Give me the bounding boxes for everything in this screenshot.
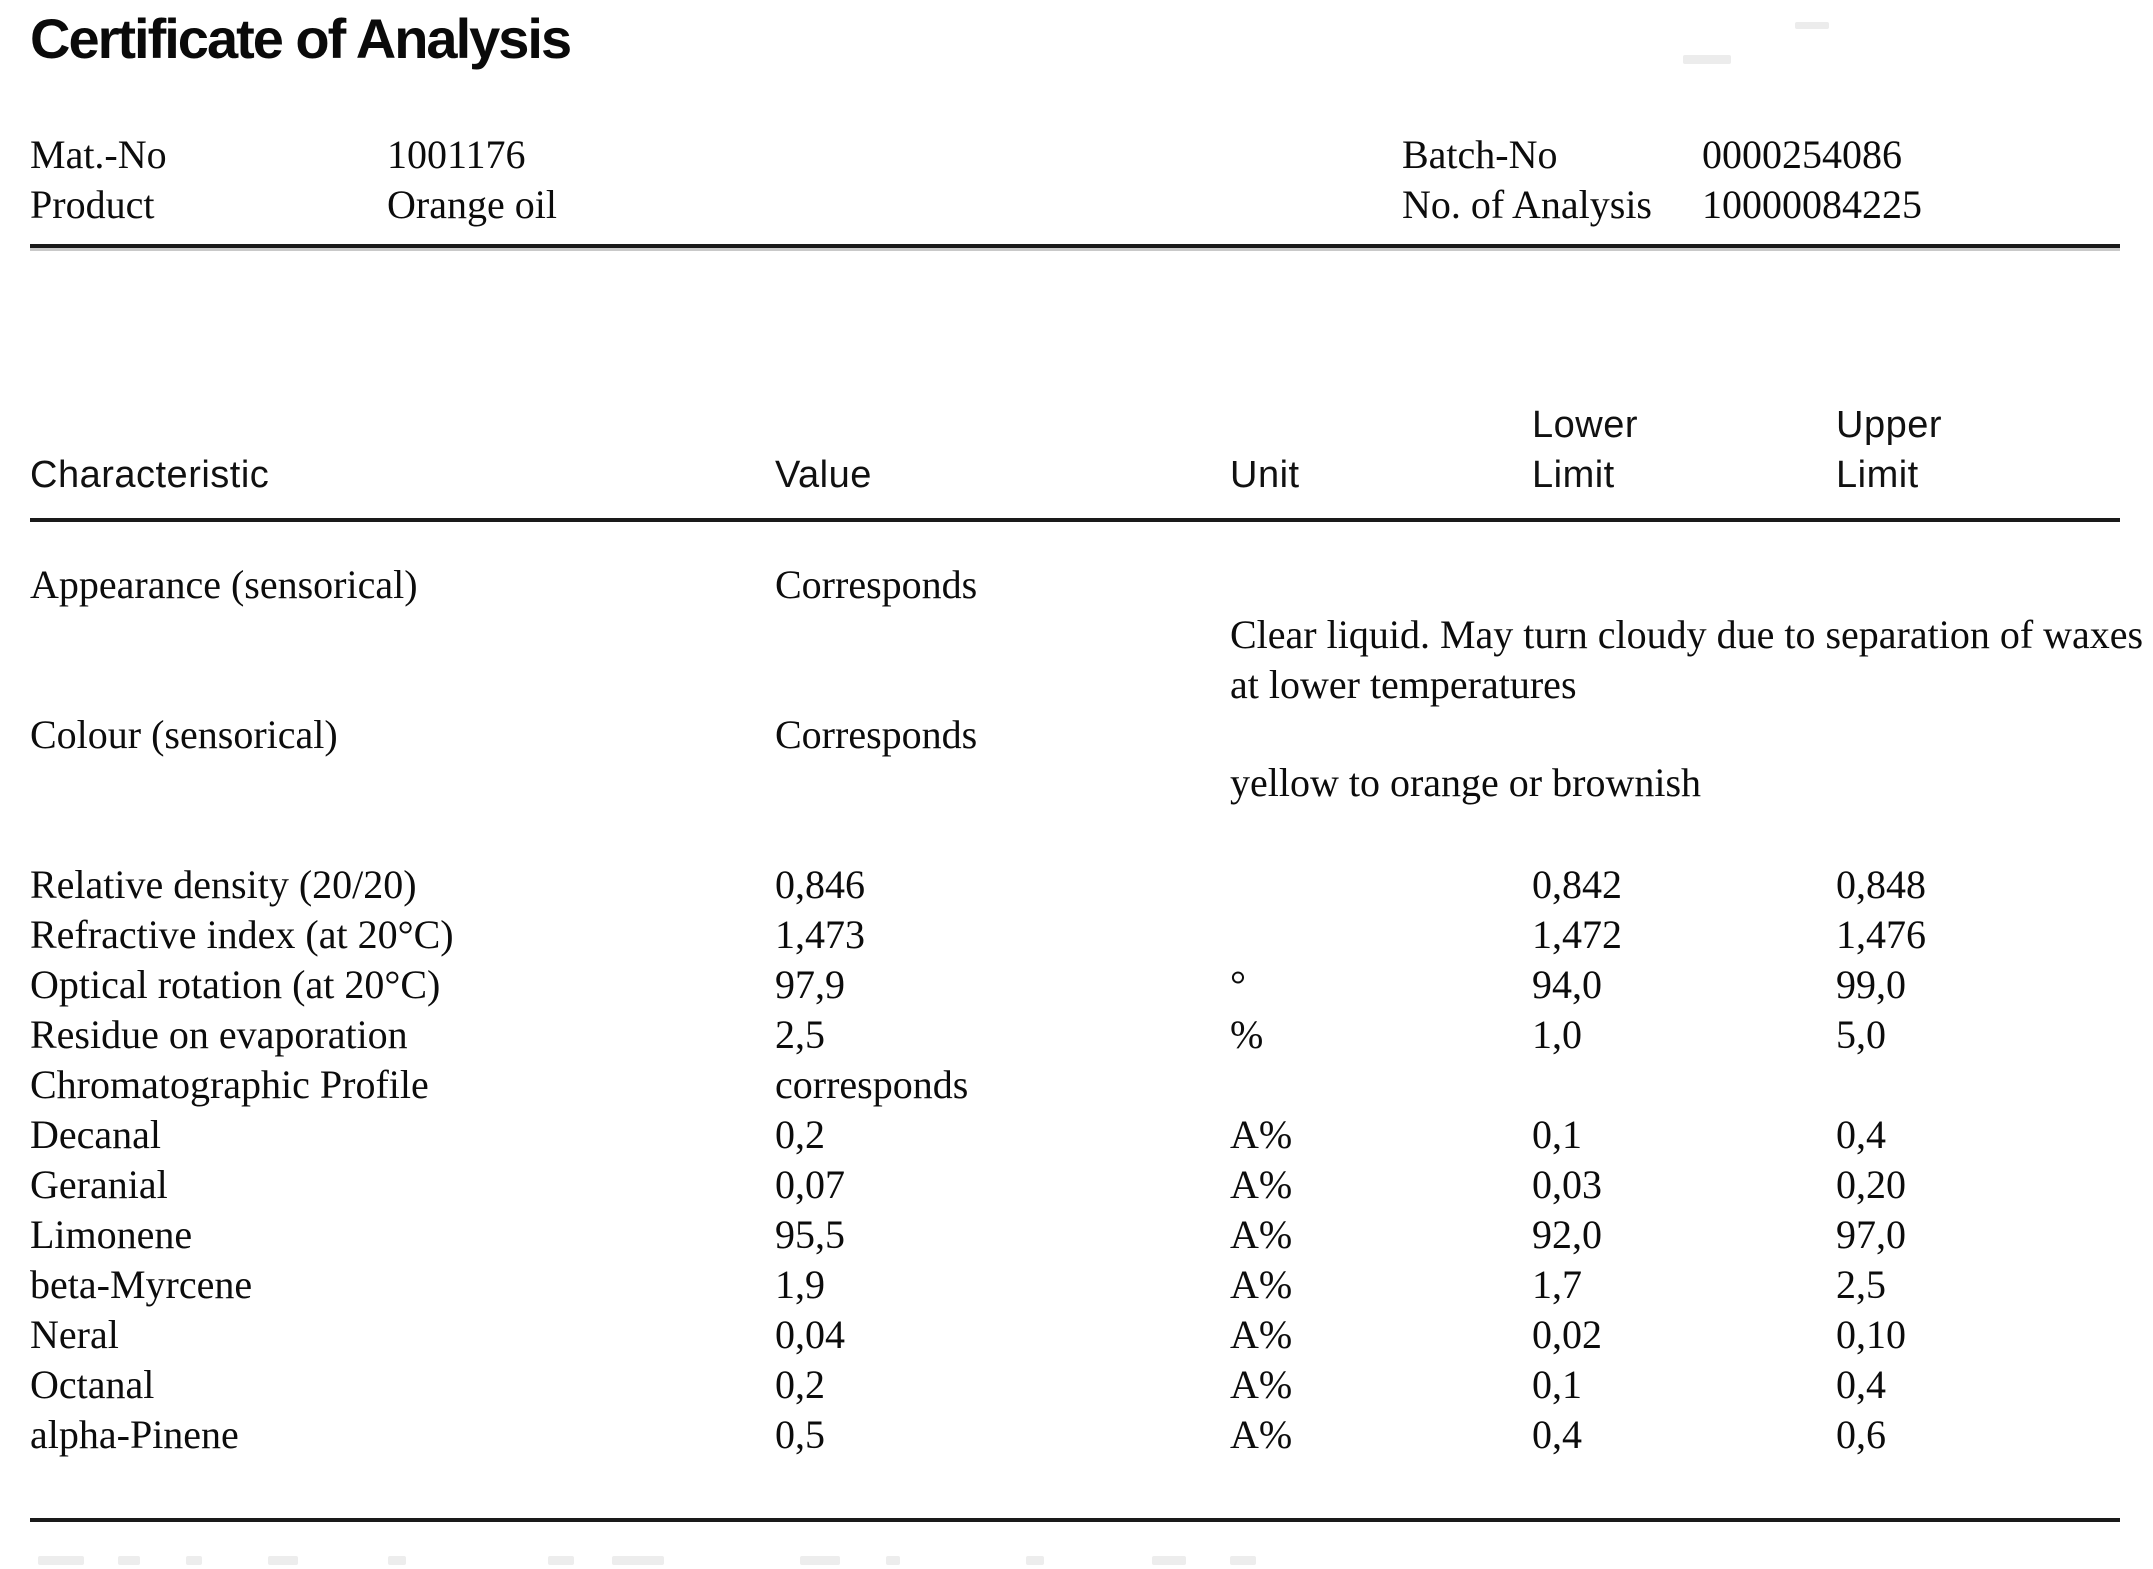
cell-unit: A% — [1230, 1162, 1293, 1207]
product-value: Orange oil — [387, 182, 557, 227]
cell-value: 0,04 — [775, 1312, 845, 1357]
cell-characteristic: beta-Myrcene — [30, 1262, 253, 1307]
table-row: Octanal 0,2 A% 0,1 0,4 — [0, 1360, 2153, 1410]
col-header-characteristic: Characteristic — [30, 454, 270, 496]
table-row-note: Clear liquid. May turn cloudy due to sep… — [0, 610, 2153, 710]
analysis-no-value: 10000084225 — [1702, 182, 1922, 227]
cell-upper-limit: 0,10 — [1836, 1312, 1906, 1357]
mat-no-label: Mat.-No — [30, 132, 167, 177]
cell-lower-limit: 0,1 — [1532, 1362, 1582, 1407]
footer-divider — [30, 1518, 2120, 1522]
cell-characteristic: Decanal — [30, 1112, 162, 1157]
table-row: Geranial 0,07 A% 0,03 0,20 — [0, 1160, 2153, 1210]
cutoff-text-artifact — [0, 1556, 2153, 1569]
table-row-note: yellow to orange or brownish — [0, 758, 2153, 808]
scan-smudge-artifact — [1795, 22, 1829, 29]
cell-upper-limit: 2,5 — [1836, 1262, 1886, 1307]
cell-characteristic: Geranial — [30, 1162, 168, 1207]
table-row: Optical rotation (at 20°C) 97,9 ° 94,0 9… — [0, 960, 2153, 1010]
cell-upper-limit: 1,476 — [1836, 912, 1926, 957]
table-row: Refractive index (at 20°C) 1,473 1,472 1… — [0, 910, 2153, 960]
cell-unit: A% — [1230, 1112, 1293, 1157]
cell-characteristic: Appearance (sensorical) — [30, 562, 418, 607]
cell-unit: % — [1230, 1012, 1264, 1057]
cell-unit: A% — [1230, 1412, 1293, 1457]
table-row: Neral 0,04 A% 0,02 0,10 — [0, 1310, 2153, 1360]
cell-unit: A% — [1230, 1262, 1293, 1307]
cell-lower-limit: 1,7 — [1532, 1262, 1582, 1307]
mat-no-value: 1001176 — [387, 132, 526, 177]
cell-upper-limit: 0,20 — [1836, 1162, 1906, 1207]
table-header-divider — [30, 518, 2120, 522]
table-row: Residue on evaporation 2,5 % 1,0 5,0 — [0, 1010, 2153, 1060]
cell-value: 0,5 — [775, 1412, 825, 1457]
cell-characteristic: Limonene — [30, 1212, 193, 1257]
cell-characteristic: alpha-Pinene — [30, 1412, 239, 1457]
cell-value: Corresponds — [775, 712, 978, 757]
cell-lower-limit: 1,0 — [1532, 1012, 1582, 1057]
cell-value: Corresponds — [775, 562, 978, 607]
cell-upper-limit: 5,0 — [1836, 1012, 1886, 1057]
cell-value: 0,2 — [775, 1112, 825, 1157]
cell-lower-limit: 0,02 — [1532, 1312, 1602, 1357]
cell-upper-limit: 0,4 — [1836, 1112, 1886, 1157]
cell-upper-limit: 99,0 — [1836, 962, 1906, 1007]
col-header-lower-limit: Lower Limit — [1532, 404, 1638, 496]
cell-specification-note: Clear liquid. May turn cloudy due to sep… — [1230, 612, 2144, 707]
cell-value: 1,473 — [775, 912, 865, 957]
cell-value: 1,9 — [775, 1262, 825, 1307]
product-label: Product — [30, 182, 155, 227]
table-row: Colour (sensorical) Corresponds — [0, 710, 2153, 760]
table-row: Limonene 95,5 A% 92,0 97,0 — [0, 1210, 2153, 1260]
cell-lower-limit: 0,4 — [1532, 1412, 1582, 1457]
cell-value: corresponds — [775, 1062, 969, 1107]
cell-value: 97,9 — [775, 962, 845, 1007]
batch-no-label: Batch-No — [1402, 132, 1558, 177]
cell-lower-limit: 0,1 — [1532, 1112, 1582, 1157]
table-row: Appearance (sensorical) Corresponds — [0, 560, 2153, 610]
cell-characteristic: Colour (sensorical) — [30, 712, 338, 757]
cell-value: 0,2 — [775, 1362, 825, 1407]
col-header-value: Value — [775, 454, 872, 496]
table-row: beta-Myrcene 1,9 A% 1,7 2,5 — [0, 1260, 2153, 1310]
cell-characteristic: Octanal — [30, 1362, 155, 1407]
cell-upper-limit: 0,6 — [1836, 1412, 1886, 1457]
cell-upper-limit: 0,848 — [1836, 862, 1926, 907]
cell-characteristic: Relative density (20/20) — [30, 862, 417, 907]
cell-unit: A% — [1230, 1212, 1293, 1257]
cell-unit: ° — [1230, 962, 1246, 1007]
cell-characteristic: Residue on evaporation — [30, 1012, 408, 1057]
cell-upper-limit: 97,0 — [1836, 1212, 1906, 1257]
header-divider — [30, 244, 2120, 248]
cell-characteristic: Refractive index (at 20°C) — [30, 912, 454, 957]
cell-lower-limit: 0,03 — [1532, 1162, 1602, 1207]
cell-characteristic: Optical rotation (at 20°C) — [30, 962, 441, 1007]
cell-value: 95,5 — [775, 1212, 845, 1257]
table-row: Relative density (20/20) 0,846 0,842 0,8… — [0, 860, 2153, 910]
table-row: alpha-Pinene 0,5 A% 0,4 0,6 — [0, 1410, 2153, 1460]
cell-characteristic: Chromatographic Profile — [30, 1062, 429, 1107]
cell-value: 0,07 — [775, 1162, 845, 1207]
cell-unit: A% — [1230, 1362, 1293, 1407]
cell-lower-limit: 92,0 — [1532, 1212, 1602, 1257]
cell-value: 0,846 — [775, 862, 865, 907]
cell-specification-note: yellow to orange or brownish — [1230, 760, 1702, 805]
cell-lower-limit: 0,842 — [1532, 862, 1622, 907]
batch-no-value: 0000254086 — [1702, 132, 1902, 177]
page-title: Certificate of Analysis — [30, 7, 572, 70]
col-header-upper-limit: Upper Limit — [1836, 404, 1942, 496]
cell-characteristic: Neral — [30, 1312, 119, 1357]
cell-upper-limit: 0,4 — [1836, 1362, 1886, 1407]
table-row: Chromatographic Profile corresponds — [0, 1060, 2153, 1110]
cell-lower-limit: 1,472 — [1532, 912, 1622, 957]
cell-lower-limit: 94,0 — [1532, 962, 1602, 1007]
col-header-unit: Unit — [1230, 454, 1300, 496]
analysis-no-label: No. of Analysis — [1402, 182, 1652, 227]
cell-unit: A% — [1230, 1312, 1293, 1357]
table-row: Decanal 0,2 A% 0,1 0,4 — [0, 1110, 2153, 1160]
cell-value: 2,5 — [775, 1012, 825, 1057]
scan-smudge-artifact — [1683, 55, 1731, 64]
